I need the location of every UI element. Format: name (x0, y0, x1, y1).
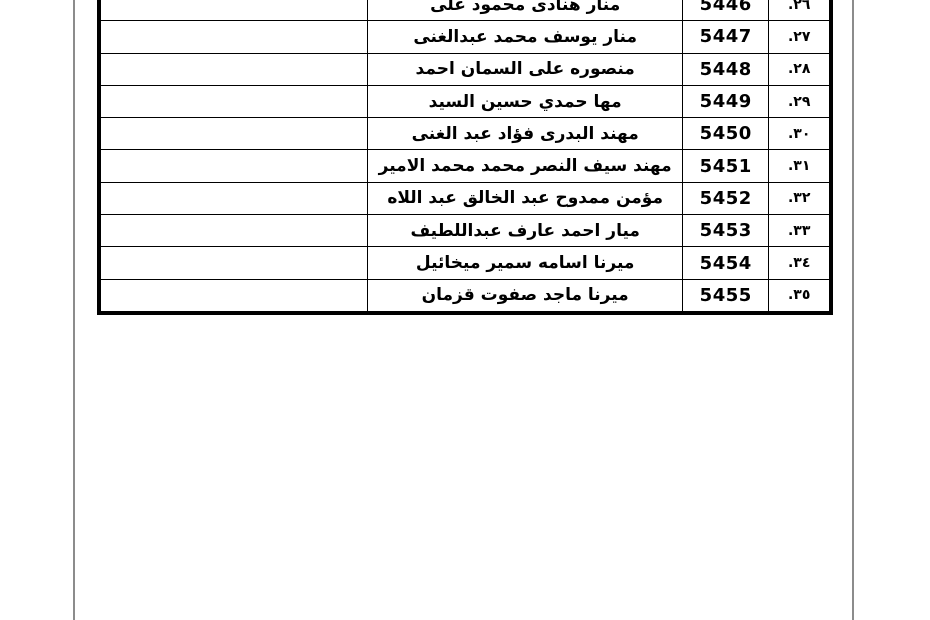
row-index-cell: ٣٢. (768, 181, 832, 216)
student-name-cell: منصوره على السمان احمد (367, 52, 684, 86)
serial-number-cell: 5448 (682, 52, 770, 86)
serial-number-cell: 5452 (682, 181, 770, 216)
student-roster-table-container: ٢٦. 5446 منار هنادى محمود على ٢٧. 5447 م… (97, 0, 833, 315)
student-name-cell: مها حمدي حسين السيد (367, 84, 684, 119)
serial-number-cell: 5446 (682, 0, 770, 22)
serial-number-cell: 5447 (682, 20, 770, 54)
student-name-cell: منار يوسف محمد عبدالغنى (367, 20, 684, 54)
table-row: ٢٦. 5446 منار هنادى محمود على (98, 0, 832, 22)
row-index-cell: ٢٧. (768, 20, 832, 54)
row-index-cell: ٣١. (768, 149, 832, 183)
row-index-cell: ٣٤. (768, 246, 832, 280)
row-index-cell: ٣٣. (768, 214, 832, 248)
serial-number-cell: 5455 (682, 278, 770, 314)
table-row: ٣١. 5451 مهند سيف النصر محمد محمد الامير (98, 149, 832, 183)
student-name-cell: مهند سيف النصر محمد محمد الامير (367, 149, 684, 183)
blank-cell (98, 181, 369, 216)
student-name-cell: ميرنا اسامه سمير ميخائيل (367, 246, 684, 280)
serial-number-cell: 5449 (682, 84, 770, 119)
student-roster-table: ٢٦. 5446 منار هنادى محمود على ٢٧. 5447 م… (97, 0, 833, 315)
row-index-cell: ٢٩. (768, 84, 832, 119)
serial-number-cell: 5453 (682, 214, 770, 248)
serial-number-cell: 5454 (682, 246, 770, 280)
row-index-cell: ٣٠. (768, 117, 832, 151)
row-index-cell: ٢٨. (768, 52, 832, 86)
student-name-cell: مهند البدرى فؤاد عبد الغنى (367, 117, 684, 151)
table-row: ٣٣. 5453 ميار احمد عارف عبداللطيف (98, 214, 832, 248)
student-name-cell: ميار احمد عارف عبداللطيف (367, 214, 684, 248)
student-name-cell: ميرنا ماجد صفوت قزمان (367, 278, 684, 314)
table-row: ٣٠. 5450 مهند البدرى فؤاد عبد الغنى (98, 117, 832, 151)
blank-cell (98, 117, 369, 151)
blank-cell (98, 0, 369, 22)
serial-number-cell: 5450 (682, 117, 770, 151)
table-row: ٢٩. 5449 مها حمدي حسين السيد (98, 84, 832, 119)
table-row: ٣٥. 5455 ميرنا ماجد صفوت قزمان (98, 278, 832, 314)
text-boundary-line-right (852, 0, 854, 620)
text-boundary-line-left (73, 0, 75, 620)
blank-cell (98, 20, 369, 54)
table-row: ٣٤. 5454 ميرنا اسامه سمير ميخائيل (98, 246, 832, 280)
row-index-cell: ٣٥. (768, 278, 832, 314)
blank-cell (98, 214, 369, 248)
table-row: ٣٢. 5452 مؤمن ممدوح عبد الخالق عبد اللاه (98, 181, 832, 216)
blank-cell (98, 278, 369, 314)
serial-number-cell: 5451 (682, 149, 770, 183)
blank-cell (98, 84, 369, 119)
blank-cell (98, 149, 369, 183)
table-row: ٢٧. 5447 منار يوسف محمد عبدالغنى (98, 20, 832, 54)
blank-cell (98, 52, 369, 86)
blank-cell (98, 246, 369, 280)
row-index-cell: ٢٦. (768, 0, 832, 22)
student-name-cell: مؤمن ممدوح عبد الخالق عبد اللاه (367, 181, 684, 216)
table-row: ٢٨. 5448 منصوره على السمان احمد (98, 52, 832, 86)
student-name-cell: منار هنادى محمود على (367, 0, 684, 22)
